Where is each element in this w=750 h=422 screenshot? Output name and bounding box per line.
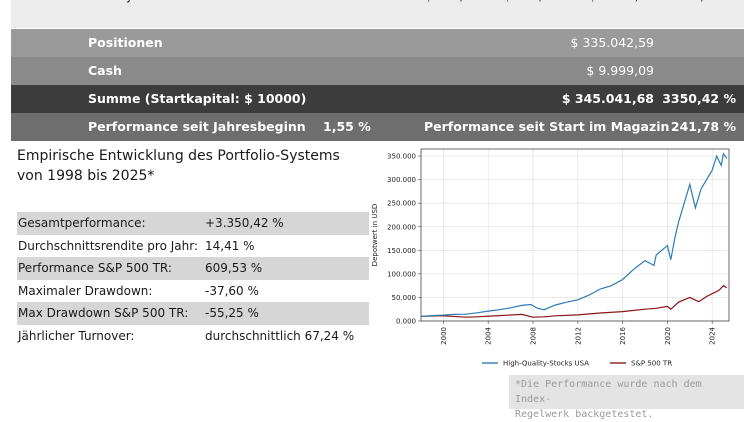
y-axis-ticks: 0.000 50.000 100.000 150.000 200.000 250.000 3…	[387, 153, 421, 326]
stats-row-value: +3.350,42 %	[205, 216, 284, 230]
positionen-value: $ 335.042,59	[570, 35, 655, 50]
y-tick-label: 100.000	[387, 270, 416, 278]
stats-row: Gesamtperformance: +3.350,42 %	[17, 212, 379, 235]
x-tick-label: 2024	[709, 326, 717, 344]
stats-row: Performance S&P 500 TR: 609,53 %	[17, 257, 379, 280]
series-line-sp500	[420, 284, 728, 318]
series-line-hqs	[420, 152, 728, 317]
row-col1: USD 1.004.07	[324, 0, 407, 10]
performance-row: Performance seit Jahresbeginn 1,55 % Per…	[11, 113, 744, 141]
stats-row-value: 609,53 %	[205, 261, 263, 276]
stats-row-label: Gesamtperformance:	[18, 216, 146, 230]
cash-value: $ 9.999,09	[586, 63, 654, 78]
stats-title: Empirische Entwicklung des Portfolio-Sys…	[17, 146, 367, 186]
stats-row: Maximaler Drawdown: -37,60 %	[17, 280, 379, 303]
row-col4: $ 1.124,32	[589, 0, 654, 10]
perf-start-label: Performance seit Start im Magazin	[424, 119, 670, 134]
stats-row: Durchschnittsrendite pro Jahr: 14,41 %	[17, 235, 379, 258]
perf-ytd-value: 1,55 %	[323, 119, 371, 134]
row-col2: $ 102,26	[425, 0, 478, 10]
row-name: O'Reilly Automotive	[88, 0, 206, 10]
x-tick-label: 2016	[619, 326, 627, 344]
stats-row-label: Performance S&P 500 TR:	[18, 261, 172, 276]
stats-row-value: durchschnittlich 67,24 %	[205, 329, 355, 343]
stats-row-label: Max Drawdown S&P 500 TR:	[18, 306, 189, 321]
x-tick-label: 2000	[440, 327, 448, 345]
perf-start-value: 241,78 %	[670, 119, 736, 134]
summe-label: Summe (Startkapital: $ 10000)	[88, 91, 307, 106]
performance-chart-svg: 0.000 50.000 100.000 150.000 200.000 250.000 3…	[371, 148, 730, 368]
x-tick-label: 2020	[664, 327, 672, 345]
stats-row-value: -37,60 %	[205, 283, 259, 298]
summe-row: Summe (Startkapital: $ 10000) $ 345.041,…	[11, 85, 744, 113]
y-tick-label: 200.000	[387, 223, 416, 231]
x-tick-label: 2008	[530, 327, 538, 345]
stats-row-label: Maximaler Drawdown:	[18, 283, 153, 298]
x-axis-ticks: 2000 2004 2008 2012 2016 2020 2024	[440, 321, 717, 345]
y-tick-label: 50.000	[392, 294, 417, 302]
y-tick-label: 300.000	[387, 176, 416, 184]
stats-title-line1: Empirische Entwicklung des Portfolio-Sys…	[17, 148, 340, 164]
positionen-row: Positionen $ 335.042,59	[11, 29, 744, 57]
plot-frame	[420, 148, 730, 322]
footnote-box: *Die Performance wurde nach dem Index- R…	[509, 375, 744, 420]
stats-row-label: Jährlicher Turnover:	[18, 329, 135, 343]
chart-grid	[421, 149, 729, 322]
positionen-label: Positionen	[88, 35, 163, 50]
footnote-line1: *Die Performance wurde nach dem Index-	[515, 379, 702, 405]
x-tick-label: 2004	[485, 326, 493, 344]
stats-row-label: Durchschnittsrendite pro Jahr:	[18, 238, 198, 253]
portfolio-row-cut: 35 O'Reilly Automotive USD 1.004.07 $ 10…	[11, 0, 744, 28]
chart-legend: High-Quality-Stocks USA S&P 500 TR	[482, 360, 672, 368]
legend-label-sp500: S&P 500 TR	[631, 360, 672, 368]
stats-row-value: -55,25 %	[205, 306, 259, 321]
x-tick-label: 2012	[574, 327, 582, 345]
legend-label-hqs: High-Quality-Stocks USA	[503, 360, 589, 368]
summe-value: $ 345.041,68	[561, 91, 654, 106]
stats-panel: Empirische Entwicklung des Portfolio-Sys…	[11, 141, 379, 371]
y-tick-label: 0.000	[396, 318, 416, 326]
stats-row: Jährlicher Turnover: durchschnittlich 67…	[17, 325, 379, 348]
stats-title-line2: von 1998 bis 2025*	[17, 168, 155, 184]
stats-row: Max Drawdown S&P 500 TR: -55,25 %	[17, 302, 379, 325]
y-axis-label: Depotwert in USD	[371, 204, 379, 267]
perf-ytd-label: Performance seit Jahresbeginn	[88, 119, 306, 134]
row-col5: 54,73 %	[685, 0, 735, 10]
stats-row-value: 14,41 %	[205, 238, 255, 253]
summe-pct: 3350,42 %	[662, 91, 736, 106]
y-tick-label: 350.000	[387, 153, 416, 161]
cash-row: Cash $ 9.999,09	[11, 57, 744, 85]
row-number: 35	[39, 0, 54, 10]
y-tick-label: 250.000	[387, 200, 416, 208]
footnote-line2: Regelwerk backgetestet.	[515, 409, 654, 420]
performance-chart: 0.000 50.000 100.000 150.000 200.000 250.000 3…	[369, 141, 744, 375]
cash-label: Cash	[88, 63, 122, 78]
row-col3: $ 104,07	[504, 0, 557, 10]
y-tick-label: 150.000	[387, 247, 416, 255]
